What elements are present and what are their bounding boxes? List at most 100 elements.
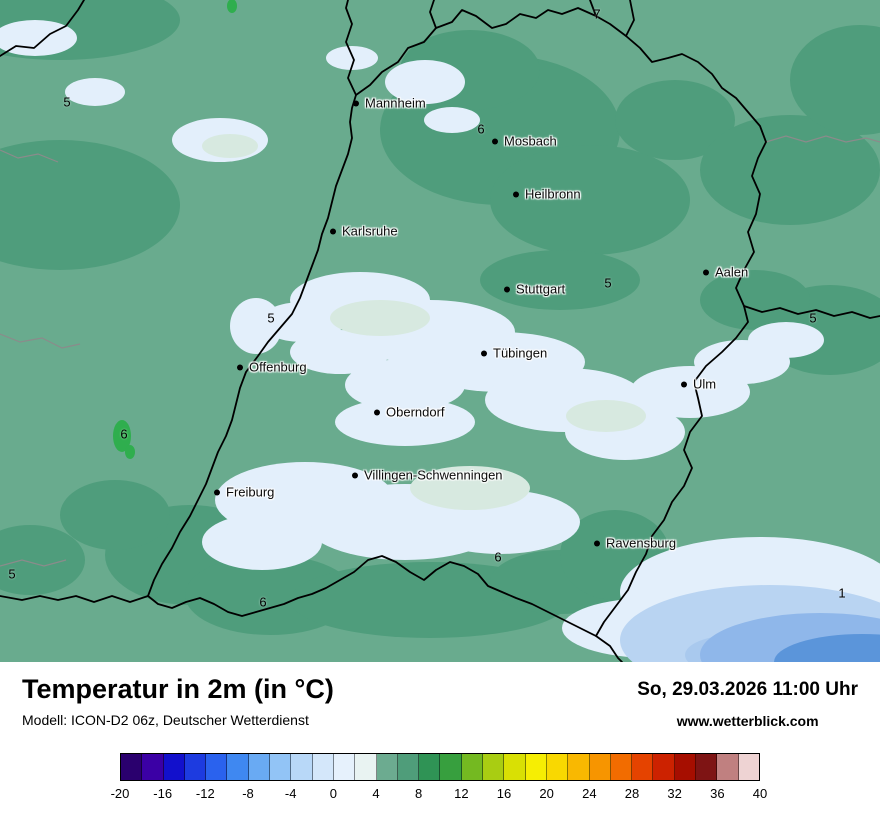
legend-color-segment xyxy=(483,754,505,780)
model-info: Modell: ICON-D2 06z, Deutscher Wetterdie… xyxy=(22,712,309,729)
legend-color-segment xyxy=(163,754,185,780)
legend-color-segment xyxy=(121,754,143,780)
forecast-datetime: So, 29.03.2026 11:00 Uhr xyxy=(637,679,858,700)
legend-tick-label: 16 xyxy=(496,786,512,801)
legend-color-segment xyxy=(568,754,590,780)
temperature-shading-dark-green xyxy=(0,0,880,638)
city-dot xyxy=(214,489,220,495)
city-label: Ravensburg xyxy=(606,535,677,551)
city-marker-offenburg: Offenburg xyxy=(237,360,307,375)
city-dot xyxy=(681,381,687,387)
city-dot xyxy=(330,228,336,234)
city-dot xyxy=(374,409,380,415)
city-marker-karlsruhe: Karlsruhe xyxy=(330,224,398,239)
city-marker-aalen: Aalen xyxy=(703,265,748,280)
city-dot xyxy=(481,350,487,356)
weather-map: Mannheim Mosbach Heilbronn Karlsruhe Stuttga… xyxy=(0,0,880,662)
legend-tick-label: 12 xyxy=(454,786,469,801)
city-marker-mosbach: Mosbach xyxy=(492,134,557,149)
city-marker-oberndorf: Oberndorf xyxy=(374,405,445,420)
city-dot xyxy=(504,286,510,292)
city-dot xyxy=(237,364,243,370)
city-dot xyxy=(594,540,600,546)
legend-color-segment xyxy=(206,754,228,780)
legend-color-segment xyxy=(248,754,271,780)
legend-color-segment xyxy=(376,754,398,780)
legend-color-segment xyxy=(632,754,654,780)
website-label: www.wetterblick.com xyxy=(676,713,819,729)
legend-color-segment xyxy=(525,754,547,780)
map-temperature-value: 7 xyxy=(593,6,601,22)
legend-color-segment xyxy=(333,754,356,780)
map-temperature-value: 6 xyxy=(477,121,485,137)
legend-tick-label: -16 xyxy=(153,786,173,801)
legend-tick-label: -8 xyxy=(242,786,254,801)
legend-color-segment xyxy=(504,754,526,780)
legend-tick-label: 20 xyxy=(539,786,554,801)
city-label: Villingen-Schwenningen xyxy=(364,467,503,483)
legend-tick-label: 40 xyxy=(752,786,768,801)
map-temperature-value: 5 xyxy=(267,310,275,326)
map-temperature-value: 6 xyxy=(259,594,267,610)
map-temperature-value: 5 xyxy=(8,566,16,582)
city-label: Mannheim xyxy=(365,95,426,111)
map-temperature-value: 6 xyxy=(120,426,128,442)
legend-color-segment xyxy=(674,754,697,780)
map-graphic xyxy=(0,0,880,662)
legend-color-segment xyxy=(270,754,292,780)
legend-color-segment xyxy=(227,754,249,780)
city-dot xyxy=(353,100,359,106)
footer-left: Temperatur in 2m (in °C) Modell: ICON-D2… xyxy=(22,674,334,728)
legend-ticks: -20 -16 -12 -8 -4 0 4 8 12 16 20 24 28 32 36 40 xyxy=(111,786,768,806)
map-temperature-value: 1 xyxy=(838,585,846,601)
footer-right: So, 29.03.2026 11:00 Uhr www.wetterblick… xyxy=(637,679,858,729)
city-dot xyxy=(492,138,498,144)
legend-tick-label: 24 xyxy=(582,786,597,801)
page-title: Temperatur in 2m (in °C) xyxy=(22,674,334,704)
city-label: Oberndorf xyxy=(386,404,445,420)
legend-bar xyxy=(120,753,760,781)
temperature-legend: -20 -16 -12 -8 -4 0 4 8 12 16 20 24 28 32 36 40 xyxy=(111,753,768,806)
legend-color-segment xyxy=(291,754,313,780)
legend-tick-label: -20 xyxy=(110,786,130,801)
city-marker-heilbronn: Heilbronn xyxy=(513,187,581,202)
map-temperature-value: 5 xyxy=(63,94,71,110)
legend-color-segment xyxy=(653,754,675,780)
city-dot xyxy=(513,191,519,197)
legend-color-segment xyxy=(717,754,739,780)
city-marker-ravensburg: Ravensburg xyxy=(594,536,676,551)
city-label: Mosbach xyxy=(504,133,557,149)
footer: Temperatur in 2m (in °C) Modell: ICON-D2… xyxy=(0,662,880,806)
city-dot xyxy=(703,269,709,275)
warm-spots xyxy=(113,0,237,459)
legend-tick-label: 4 xyxy=(372,786,380,801)
legend-color-segment xyxy=(589,754,611,780)
footer-header: Temperatur in 2m (in °C) Modell: ICON-D2… xyxy=(22,674,858,729)
city-marker-freiburg: Freiburg xyxy=(214,485,274,500)
legend-tick-label: 8 xyxy=(415,786,423,801)
city-label: Stuttgart xyxy=(516,281,566,297)
legend-color-segment xyxy=(419,754,441,780)
legend-color-segment xyxy=(142,754,164,780)
map-temperature-value: 5 xyxy=(809,310,817,326)
city-label: Tübingen xyxy=(493,345,548,361)
legend-color-segment xyxy=(440,754,462,780)
legend-color-segment xyxy=(355,754,377,780)
map-temperature-value: 5 xyxy=(604,275,612,291)
map-temperature-value: 6 xyxy=(494,549,502,565)
temperature-shading-mint xyxy=(202,134,646,510)
state-borders xyxy=(0,0,880,662)
city-label: Offenburg xyxy=(249,359,307,375)
temperature-shading-alps xyxy=(620,585,880,662)
city-label: Ulm xyxy=(693,376,717,392)
legend-color-segment xyxy=(397,754,420,780)
city-label: Freiburg xyxy=(226,484,275,500)
legend-color-segment xyxy=(312,754,334,780)
legend-color-segment xyxy=(546,754,569,780)
legend-color-segment xyxy=(184,754,207,780)
legend-color-segment xyxy=(610,754,633,780)
legend-tick-label: -12 xyxy=(195,786,215,801)
legend-tick-label: 36 xyxy=(710,786,725,801)
city-marker-mannheim: Mannheim xyxy=(353,96,426,111)
